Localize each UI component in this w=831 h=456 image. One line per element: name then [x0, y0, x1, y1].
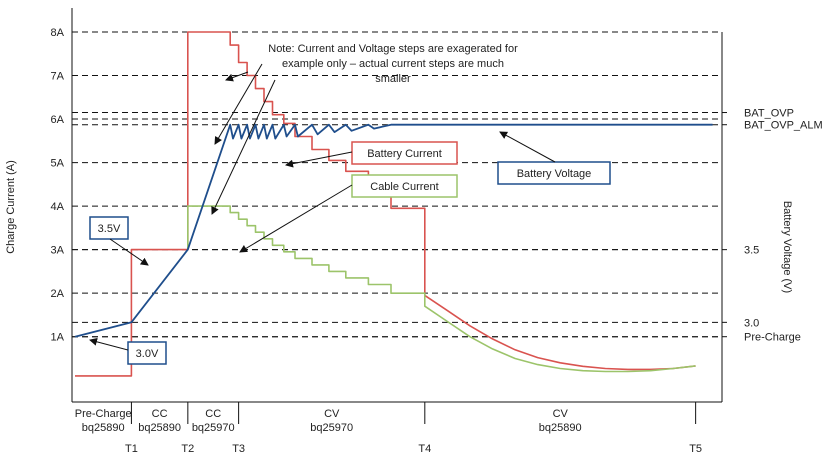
arrow-3-0v: [89, 337, 129, 351]
callout-text: Battery Current: [367, 148, 442, 160]
phase-sublabel: bq25970: [192, 422, 235, 434]
note-text-line: Note: Current and Voltage steps are exag…: [268, 43, 518, 55]
phase-sublabel: bq25890: [539, 422, 582, 434]
left-tick-label: 1A: [51, 332, 65, 344]
right-axis-title: Battery Voltage (V): [781, 201, 793, 293]
x-marker-label: T3: [232, 443, 245, 455]
left-tick-label: 5A: [51, 158, 65, 170]
callout-box: [89, 216, 129, 240]
left-tick-label: 6A: [51, 114, 65, 126]
note-text-line: example only – actual current steps are …: [282, 58, 504, 70]
callout-box: [351, 174, 458, 198]
phase-label: CC: [152, 408, 168, 420]
callout-text: Battery Voltage: [517, 168, 592, 180]
left-tick-label: 7A: [51, 71, 65, 83]
right-tick-label: BAT_OVP_ALM: [744, 120, 823, 132]
phase-sublabel: bq25890: [138, 422, 181, 434]
arrow-battery-voltage: [499, 131, 556, 163]
arrow-note-voltage-step: [214, 63, 263, 145]
phase-label: CC: [205, 408, 221, 420]
callout-box: [127, 341, 167, 365]
left-axis-title: Charge Current (A): [5, 160, 17, 254]
right-tick-label: 3.0: [744, 317, 759, 329]
x-marker-label: T5: [689, 443, 702, 455]
phase-label: CV: [324, 408, 340, 420]
right-tick-label: Pre-Charge: [744, 332, 801, 344]
right-tick-label: BAT_OVP: [744, 108, 794, 120]
x-marker-label: T4: [418, 443, 431, 455]
arrow-note-current-step: [225, 71, 249, 82]
phase-label: Pre-Charge: [75, 408, 132, 420]
x-marker-label: T1: [125, 443, 138, 455]
left-tick-label: 3A: [51, 245, 65, 257]
series-line-battery-voltage: [74, 123, 713, 338]
left-tick-label: 2A: [51, 288, 65, 300]
phase-sublabel: bq25890: [82, 422, 125, 434]
phase-sublabel: bq25970: [310, 422, 353, 434]
left-tick-label: 4A: [51, 201, 65, 213]
series-line-battery-current: [75, 31, 696, 377]
arrow-note-cable-step: [211, 79, 276, 215]
note-text-line: smaller: [375, 73, 411, 85]
arrow-3-5v: [109, 238, 149, 266]
callout-text: 3.0V: [136, 348, 159, 360]
right-tick-label: 3.5: [744, 245, 759, 257]
arrow-cable-current: [239, 184, 353, 253]
series-line-cable-current: [187, 205, 696, 373]
x-marker-label: T2: [181, 443, 194, 455]
callout-text: 3.5V: [98, 223, 121, 235]
phase-label: CV: [553, 408, 569, 420]
arrow-battery-current: [285, 151, 353, 168]
callout-box: [351, 141, 458, 165]
left-tick-label: 8A: [51, 27, 65, 39]
callout-text: Cable Current: [370, 181, 438, 193]
